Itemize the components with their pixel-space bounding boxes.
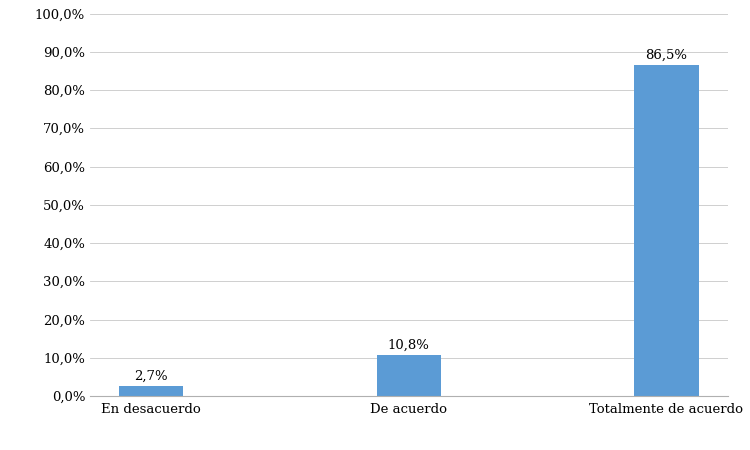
Bar (376, 355, 441, 396)
Text: 10,8%: 10,8% (388, 339, 430, 351)
Text: 2,7%: 2,7% (134, 369, 168, 382)
Text: 86,5%: 86,5% (645, 49, 687, 62)
Bar (119, 386, 183, 396)
Bar (634, 65, 698, 396)
